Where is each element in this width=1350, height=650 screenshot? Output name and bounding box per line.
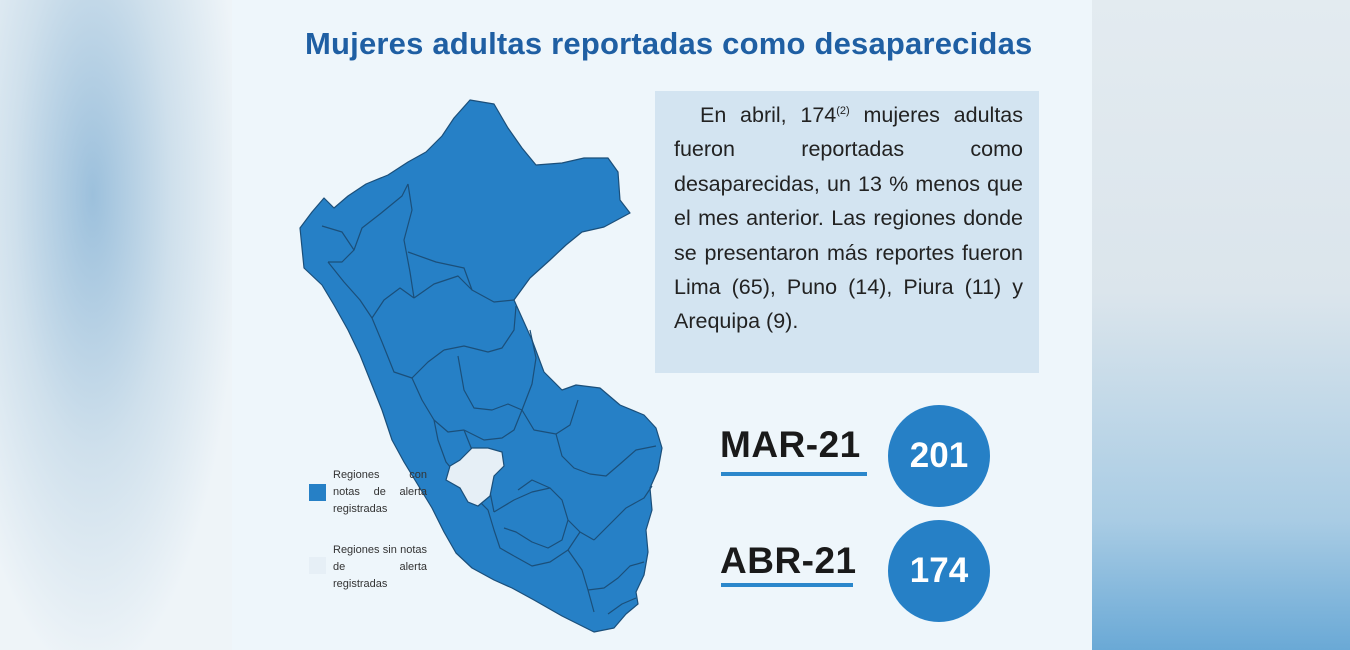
background-right	[1092, 0, 1350, 650]
value-circle-mar: 201	[888, 405, 990, 507]
legend-item-no-alert	[309, 557, 326, 574]
slide: Mujeres adultas reportadas como desapare…	[232, 0, 1092, 650]
slide-title: Mujeres adultas reportadas como desapare…	[305, 26, 1033, 61]
peru-outline	[299, 99, 663, 633]
value-circle-abr: 174	[888, 520, 990, 622]
period-label-abr: ABR-21	[720, 540, 857, 581]
summary-text-pre: En abril, 174	[700, 103, 837, 127]
period-underline-mar	[721, 472, 867, 476]
region-borders	[321, 183, 657, 615]
background-left	[0, 0, 232, 650]
legend-item-alert	[309, 484, 326, 501]
footnote-marker: (2)	[836, 104, 850, 117]
summary-box: En abril, 174(2) mujeres adultas fueron …	[655, 91, 1039, 373]
legend-alert-label: Regiones con notas de alerta registradas	[333, 469, 427, 515]
peru-map	[299, 99, 663, 633]
summary-text-post: mujeres adultas fueron reportadas como d…	[674, 103, 1024, 334]
period-underline-abr	[721, 583, 853, 587]
legend-no-alert-label: Regiones sin notas de alerta registradas	[333, 544, 427, 590]
period-label-mar: MAR-21	[720, 424, 861, 465]
summary-text: En abril, 174(2) mujeres adultas fueron …	[674, 98, 1023, 339]
region-no-alert-ayacucho	[445, 447, 505, 507]
